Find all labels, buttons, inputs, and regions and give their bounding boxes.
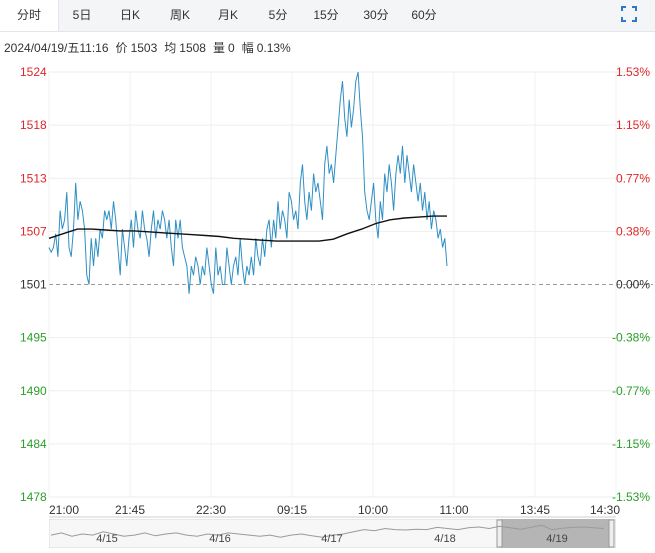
x-tick-label: 11:00 [439, 503, 468, 517]
navigator-mini-line [50, 524, 605, 538]
pct-tick-label: 0.38% [616, 224, 650, 238]
pct-tick-label: 1.53% [616, 65, 650, 79]
tab-daily-k[interactable]: 日K [119, 8, 140, 22]
y-tick-label: 1484 [20, 437, 47, 451]
navigator-selection[interactable] [501, 519, 610, 548]
x-tick-label: 21:00 [49, 503, 79, 517]
tab-5day[interactable]: 5日 [72, 8, 92, 22]
navigator-left-handle[interactable] [496, 519, 503, 548]
y-tick-label: 1524 [20, 65, 47, 79]
x-tick-label: 10:00 [358, 503, 388, 517]
y-tick-label: 1501 [20, 278, 47, 292]
y-tick-label: 1478 [20, 490, 47, 504]
pct-tick-label: 0.77% [616, 171, 650, 185]
navigator-right-handle[interactable] [608, 519, 615, 548]
y-tick-label: 1513 [20, 171, 47, 185]
pct-tick-label: 1.15% [616, 118, 650, 132]
pct-tick-label: -0.38% [612, 331, 650, 345]
period-tab-bar: 分时 5日 日K 周K 月K 5分 15分 30分 60分 [0, 0, 655, 32]
pct-tick-label: -1.53% [612, 490, 650, 504]
avg-value: 1508 [179, 41, 206, 55]
navigator-date-label: 4/16 [209, 533, 230, 545]
tab-monthly-k[interactable]: 月K [217, 8, 238, 22]
tab-15min[interactable]: 15分 [313, 8, 339, 22]
volume-value: 0 [228, 41, 235, 55]
y-tick-label: 1518 [20, 118, 47, 132]
tab-60min[interactable]: 60分 [411, 8, 437, 22]
tab-30min[interactable]: 30分 [363, 8, 389, 22]
price-value: 1503 [130, 41, 158, 55]
y-tick-label: 1507 [20, 224, 47, 238]
navigator-date-label: 4/18 [434, 533, 455, 545]
quote-info-bar: 2024/04/19/五11:16 价 1503 均 1508 量 0 幅 0.13% [4, 39, 298, 56]
average-line [48, 215, 447, 242]
amplitude-label: 幅 [241, 41, 254, 55]
x-tick-label: 22:30 [196, 503, 226, 517]
y-tick-label: 1490 [20, 384, 47, 398]
fullscreen-icon[interactable] [621, 6, 637, 22]
y-tick-label: 1495 [20, 331, 47, 345]
x-tick-label: 14:30 [590, 503, 620, 517]
tab-5min[interactable]: 5分 [268, 8, 288, 22]
tab-intraday[interactable]: 分时 [0, 0, 59, 31]
amplitude-value: 0.13% [256, 41, 291, 55]
x-tick-label: 09:15 [277, 503, 307, 517]
pct-tick-label: -1.15% [612, 437, 650, 451]
quote-datetime: 2024/04/19/五11:16 [4, 41, 109, 55]
tab-weekly-k[interactable]: 周K [169, 8, 190, 22]
price-label: 价 [115, 41, 128, 55]
volume-label: 量 [212, 41, 225, 55]
navigator-date-label: 4/17 [321, 533, 342, 545]
intraday-chart[interactable]: 1524 1.53% 1518 1.15% 1513 0.77% 1507 0.38% 1501… [0, 0, 655, 519]
navigator-date-label: 4/15 [96, 533, 117, 545]
price-line [48, 71, 448, 294]
pct-tick-label: 0.00% [616, 278, 650, 292]
x-tick-label: 13:45 [520, 503, 550, 517]
x-tick-label: 21:45 [115, 503, 145, 517]
navigator-date-label: 4/19 [546, 533, 567, 545]
pct-tick-label: -0.77% [612, 384, 650, 398]
time-range-navigator[interactable]: 4/15 4/16 4/17 4/18 4/19 [49, 519, 616, 548]
avg-label: 均 [164, 41, 177, 55]
